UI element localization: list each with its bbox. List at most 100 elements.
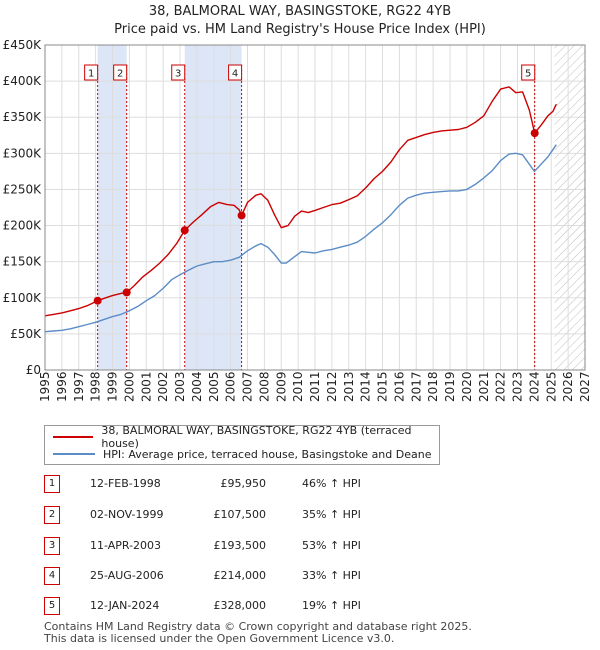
sale-marker-box [521,64,536,81]
x-tick-label: 2002 [156,371,170,402]
sale-point [530,129,539,138]
x-tick-label: 2004 [190,371,204,402]
y-tick-label: £300K [3,146,43,160]
sale-point [237,211,246,220]
footer-copyright: Contains HM Land Registry data © Crown c… [44,620,472,633]
x-tick-label: 2016 [392,371,406,402]
sale-hpi-change: 35% ↑ HPI [302,508,361,521]
x-tick-label: 2021 [477,371,491,402]
x-tick-label: 2013 [342,371,356,402]
chart-title: 38, BALMORAL WAY, BASINGSTOKE, RG22 4YB [148,4,452,19]
table-row: 4 25-AUG-2006 £214,000 33% ↑ HPI [44,567,444,585]
x-tick-label: 2007 [241,371,255,402]
sale-point [93,296,102,305]
y-tick-label: £0 [26,363,41,377]
sale-marker-box [84,64,99,81]
x-tick-label: 2024 [527,371,541,402]
x-tick-label: 2023 [511,371,525,402]
table-row: 1 12-FEB-1998 £95,950 46% ↑ HPI [44,475,444,493]
x-tick-label: 2017 [409,371,423,402]
sale-price: £328,000 [213,599,267,612]
table-row: 3 11-APR-2003 £193,500 53% ↑ HPI [44,537,444,555]
y-tick-label: £150K [3,255,43,269]
x-tick-label: 1996 [55,371,69,402]
sale-price: £214,000 [213,569,267,582]
sale-marker-label: 4 [232,69,238,80]
x-tick-label: 2008 [257,371,271,402]
x-tick-label: 2010 [291,371,305,402]
x-tick-label: 2009 [274,371,288,402]
x-tick-label: 2011 [308,371,322,402]
x-tick-label: 2020 [460,371,474,402]
sale-marker-label: 3 [175,69,181,80]
y-tick-label: £50K [10,327,42,341]
legend-item-hpi: HPI: Average price, terraced house, Basi… [53,446,431,462]
x-tick-label: 2014 [359,371,373,402]
x-tick-label: 1995 [38,371,52,402]
sale-hpi-change: 53% ↑ HPI [302,539,361,552]
sale-number-badge: 2 [44,506,60,524]
x-tick-label: 2012 [325,371,339,402]
sale-point [122,288,131,297]
sale-hpi-change: 19% ↑ HPI [302,599,361,612]
footer-licence: This data is licensed under the Open Gov… [44,632,395,645]
price-chart: 1 2 3 4 5 £0 £50K £100K £150K £200K £250K £300K £35… [3,38,592,402]
forecast-hatch [554,45,585,370]
y-tick-label: £200K [3,219,43,233]
x-tick-label: 2005 [207,371,221,402]
sale-number-badge: 5 [44,597,60,615]
x-tick-label: 2015 [376,371,390,402]
y-tick-label: £100K [3,291,43,305]
sale-number-badge: 4 [44,567,60,585]
table-row: 5 12-JAN-2024 £328,000 19% ↑ HPI [44,597,444,615]
price-paid-line [44,86,557,317]
legend-hpi-label: HPI: Average price, terraced house, Basi… [103,447,432,461]
x-tick-label: 1998 [89,371,103,402]
x-tick-label: 2000 [122,371,136,402]
sale-marker-box [113,64,128,81]
y-tick-label: £450K [3,38,43,52]
sale-price: £95,950 [220,477,267,490]
x-tick-label: 2001 [139,371,153,402]
x-tick-label: 1997 [72,371,86,402]
sale-hpi-change: 33% ↑ HPI [302,569,361,582]
sale-price: £193,500 [213,539,267,552]
legend-price-label: 38, BALMORAL WAY, BASINGSTOKE, RG22 4YB … [101,424,412,450]
sale-price: £107,500 [213,508,267,521]
sale-number-badge: 3 [44,537,60,555]
x-tick-label: 2006 [224,371,238,402]
plot-frame [44,44,586,371]
table-row: 2 02-NOV-1999 £107,500 35% ↑ HPI [44,506,444,524]
chart-subtitle: Price paid vs. HM Land Registry's House … [114,22,486,37]
x-tick-label: 2025 [544,371,558,402]
x-tick-label: 2019 [443,371,457,402]
legend-price-swatch [53,436,94,438]
sale-hpi-change: 46% ↑ HPI [302,477,361,490]
x-tick-label: 2027 [578,371,592,402]
x-tick-label: 2026 [561,371,575,402]
sale-marker-label: 1 [88,69,94,80]
sale-date: 12-JAN-2024 [90,599,160,612]
y-tick-label: £250K [3,182,43,196]
legend-hpi-swatch [53,453,95,455]
sale-date: 12-FEB-1998 [90,477,161,490]
sale-marker-box [228,64,243,81]
y-tick-label: £400K [3,74,43,88]
sale-marker-box [171,64,186,81]
sale-marker-label: 5 [525,69,531,80]
legend-item-price: 38, BALMORAL WAY, BASINGSTOKE, RG22 4YB … [53,424,439,450]
chart-legend: 38, BALMORAL WAY, BASINGSTOKE, RG22 4YB … [44,424,440,465]
sale-point [180,226,189,235]
hpi-line [44,144,557,333]
ownership-period-shade [184,45,242,370]
sale-date: 25-AUG-2006 [90,569,164,582]
x-tick-label: 2018 [426,371,440,402]
y-tick-label: £350K [3,110,43,124]
x-tick-label: 2022 [494,371,508,402]
x-tick-label: 1999 [106,371,120,402]
sale-date: 02-NOV-1999 [90,508,164,521]
x-tick-label: 2003 [173,371,187,402]
sale-marker-label: 2 [117,69,123,80]
sale-number-badge: 1 [44,475,60,493]
sale-date: 11-APR-2003 [90,539,162,552]
